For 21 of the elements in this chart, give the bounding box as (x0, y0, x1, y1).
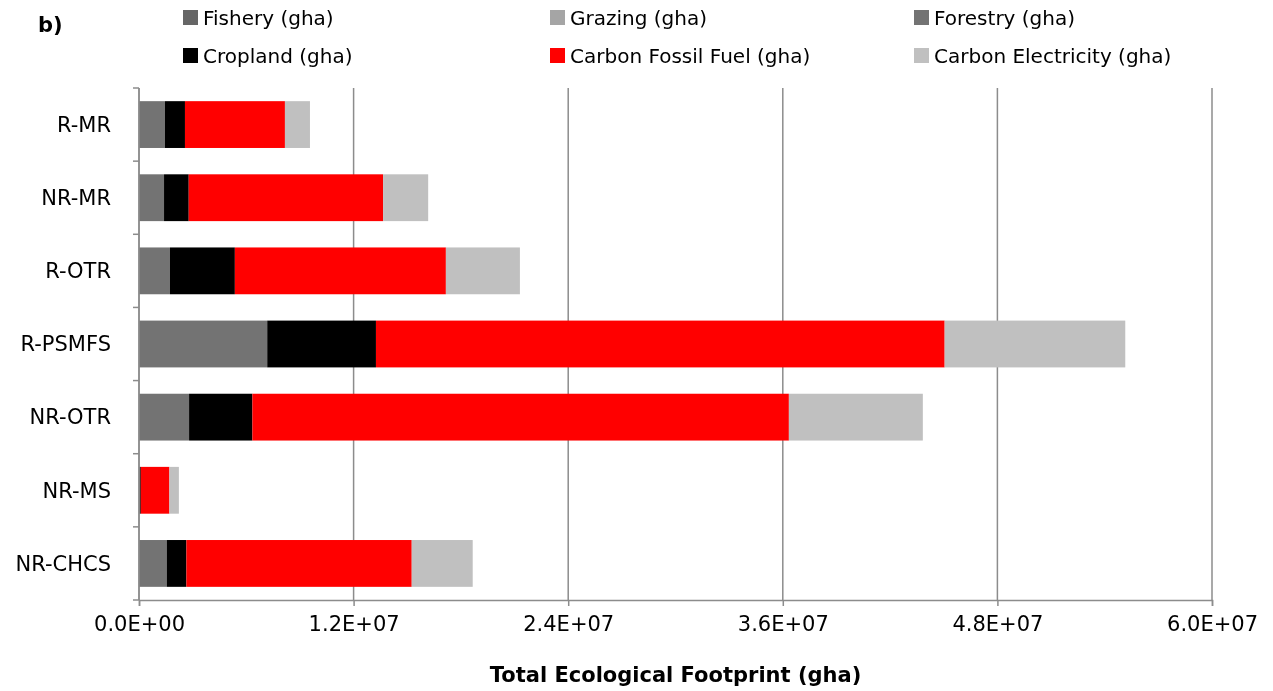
x-tick-label: 0.0E+00 (94, 611, 185, 636)
x-tick-label: 1.2E+07 (308, 611, 400, 636)
legend-label: Cropland (gha) (203, 44, 353, 68)
x-tick-label: 4.8E+07 (952, 611, 1044, 636)
x-axis-title: Total Ecological Footprint (gha) (489, 663, 862, 687)
legend-label: Forestry (gha) (934, 6, 1076, 30)
legend-label: Carbon Electricity (gha) (934, 44, 1172, 68)
y-tick-label: R-PSMFS (20, 332, 111, 357)
x-tick-label: 3.6E+07 (737, 611, 829, 636)
legend-label: Grazing (gha) (570, 6, 707, 30)
y-tick-label: NR-MR (41, 186, 111, 211)
y-tick-label: R-MR (56, 112, 111, 137)
y-tick-label: R-OTR (45, 259, 111, 284)
legend-label: Carbon Fossil Fuel (gha) (570, 44, 811, 68)
legend-label: Fishery (gha) (203, 6, 334, 30)
x-tick-label: 6.0E+07 (1167, 611, 1258, 636)
y-tick-label: NR-OTR (29, 405, 111, 430)
chart-title: b) (38, 13, 63, 37)
y-tick-label: NR-MS (42, 478, 111, 503)
x-tick-label: 2.4E+07 (523, 611, 615, 636)
y-tick-label: NR-CHCS (15, 551, 111, 576)
